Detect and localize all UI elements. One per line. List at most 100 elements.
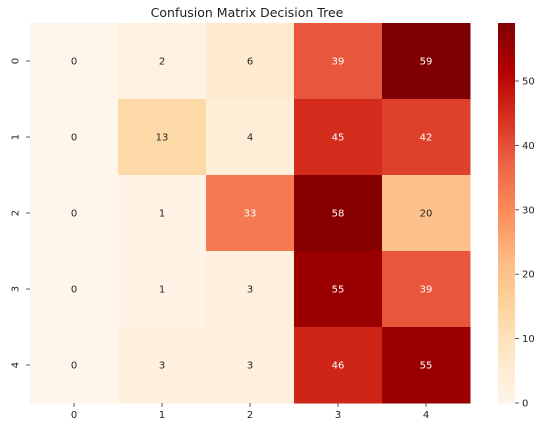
colorbar-gradient-segment xyxy=(498,387,515,391)
colorbar-gradient-segment xyxy=(498,175,515,179)
colorbar-gradient-segment xyxy=(498,114,515,119)
colorbar-gradient-segment xyxy=(498,333,515,338)
cell-value-label: 39 xyxy=(332,57,345,68)
colorbar-gradient-segment xyxy=(498,73,515,78)
heatmap-cell xyxy=(118,175,207,252)
heatmap-cell xyxy=(294,251,383,328)
colorbar-gradient-segment xyxy=(498,270,515,274)
heatmap-cell xyxy=(294,175,383,252)
colorbar-gradient-segment xyxy=(498,146,515,151)
colorbar-gradient-segment xyxy=(498,35,515,40)
cell-value-label: 3 xyxy=(159,361,165,372)
cell-value-label: 20 xyxy=(420,209,433,220)
colorbar-gradient-segment xyxy=(498,32,515,37)
colorbar-gradient-segment xyxy=(498,61,515,65)
colorbar-gradient-segment xyxy=(498,342,515,347)
colorbar-gradient-segment xyxy=(498,327,515,331)
colorbar-gradient-segment xyxy=(498,64,515,68)
colorbar-gradient-segment xyxy=(498,289,515,293)
cell-value-label: 3 xyxy=(247,361,253,372)
colorbar-gradient-segment xyxy=(498,311,515,315)
cell-value-label: 0 xyxy=(71,133,77,144)
cell-value-label: 2 xyxy=(159,57,165,68)
colorbar-gradient-segment xyxy=(498,251,515,255)
colorbar-gradient-segment xyxy=(498,105,515,110)
cell-value-label: 45 xyxy=(332,133,345,144)
cell-value-label: 0 xyxy=(71,361,77,372)
heatmap-cell xyxy=(30,327,119,404)
y-tick-label: 0 xyxy=(11,58,22,64)
cell-value-label: 1 xyxy=(159,285,165,296)
colorbar-gradient-segment xyxy=(498,76,515,81)
colorbar-gradient-segment xyxy=(498,162,515,167)
x-tick-label: 0 xyxy=(71,410,77,421)
cell-value-label: 46 xyxy=(332,361,345,372)
colorbar-tick-label: 40 xyxy=(522,141,535,152)
colorbar-gradient-segment xyxy=(498,257,515,262)
colorbar-gradient-segment xyxy=(498,80,515,84)
colorbar-gradient-segment xyxy=(498,92,515,97)
colorbar-gradient-segment xyxy=(498,273,515,277)
heatmap-cell xyxy=(30,251,119,328)
colorbar-gradient-segment xyxy=(498,301,515,306)
colorbar-gradient-segment xyxy=(498,323,515,328)
colorbar-gradient-segment xyxy=(498,361,515,366)
colorbar-gradient-segment xyxy=(498,29,515,34)
colorbar-gradient-segment xyxy=(498,67,515,72)
cell-value-label: 0 xyxy=(71,57,77,68)
colorbar-gradient-segment xyxy=(498,156,515,160)
heatmap-cell xyxy=(382,23,471,100)
x-tick-label: 4 xyxy=(423,410,429,421)
colorbar-gradient-segment xyxy=(498,384,515,388)
colorbar-tick-label: 20 xyxy=(522,270,535,281)
heatmap-cell xyxy=(30,175,119,252)
heatmap-cell xyxy=(382,327,471,404)
colorbar-gradient-segment xyxy=(498,222,515,227)
x-axis-ticks: 0 1 2 3 4 xyxy=(71,403,429,421)
cell-value-label: 58 xyxy=(332,209,345,220)
colorbar-gradient-segment xyxy=(498,159,515,163)
colorbar-gradient-segment xyxy=(498,355,515,360)
colorbar-gradient-segment xyxy=(498,51,515,56)
heatmap-cell xyxy=(118,327,207,404)
heatmap-cell xyxy=(30,23,119,100)
heatmap-cell xyxy=(118,251,207,328)
colorbar-gradient-segment xyxy=(498,133,515,138)
cell-value-label: 39 xyxy=(420,285,433,296)
cell-value-label: 3 xyxy=(247,285,253,296)
colorbar-gradient-segment xyxy=(498,380,515,385)
heatmap-cell xyxy=(206,175,295,252)
heatmap-cell xyxy=(382,251,471,328)
heatmap-cells: 0 2 6 39 590 13 4 45 420 1 33 58 200 1 3 55 390 3 3 46 55 xyxy=(30,23,471,404)
colorbar-gradient-segment xyxy=(498,339,515,344)
colorbar-gradient-segment xyxy=(498,184,515,189)
colorbar-gradient-segment xyxy=(498,241,515,246)
colorbar-tick-label: 0 xyxy=(522,399,528,410)
colorbar-gradient-segment xyxy=(498,298,515,303)
colorbar-gradient-segment xyxy=(498,279,515,284)
cell-value-label: 33 xyxy=(244,209,257,220)
heatmap-cell xyxy=(118,99,207,176)
cell-value-label: 0 xyxy=(71,285,77,296)
cell-value-label: 6 xyxy=(247,57,253,68)
colorbar-gradient-segment xyxy=(498,23,515,27)
heatmap-cell xyxy=(294,23,383,100)
colorbar-gradient-segment xyxy=(498,276,515,281)
colorbar-gradient-segment xyxy=(498,336,515,341)
x-tick-label: 2 xyxy=(247,410,253,421)
y-axis-ticks: 0 1 2 3 4 xyxy=(11,58,30,368)
colorbar-gradient-segment xyxy=(498,368,515,372)
colorbar-gradient-segment xyxy=(498,108,515,113)
colorbar-gradient-segment xyxy=(498,54,515,59)
heatmap-cell xyxy=(206,23,295,100)
colorbar-gradient-segment xyxy=(498,197,515,201)
colorbar-gradient-segment xyxy=(498,393,515,398)
cell-value-label: 13 xyxy=(156,133,169,144)
colorbar-gradient-segment xyxy=(498,330,515,334)
colorbar-gradient-segment xyxy=(498,121,515,125)
colorbar-gradient-segment xyxy=(498,254,515,258)
colorbar-gradient-segment xyxy=(498,349,515,353)
colorbar-gradient-segment xyxy=(498,95,515,100)
colorbar-gradient-segment xyxy=(498,83,515,87)
y-tick-label: 3 xyxy=(11,286,22,292)
